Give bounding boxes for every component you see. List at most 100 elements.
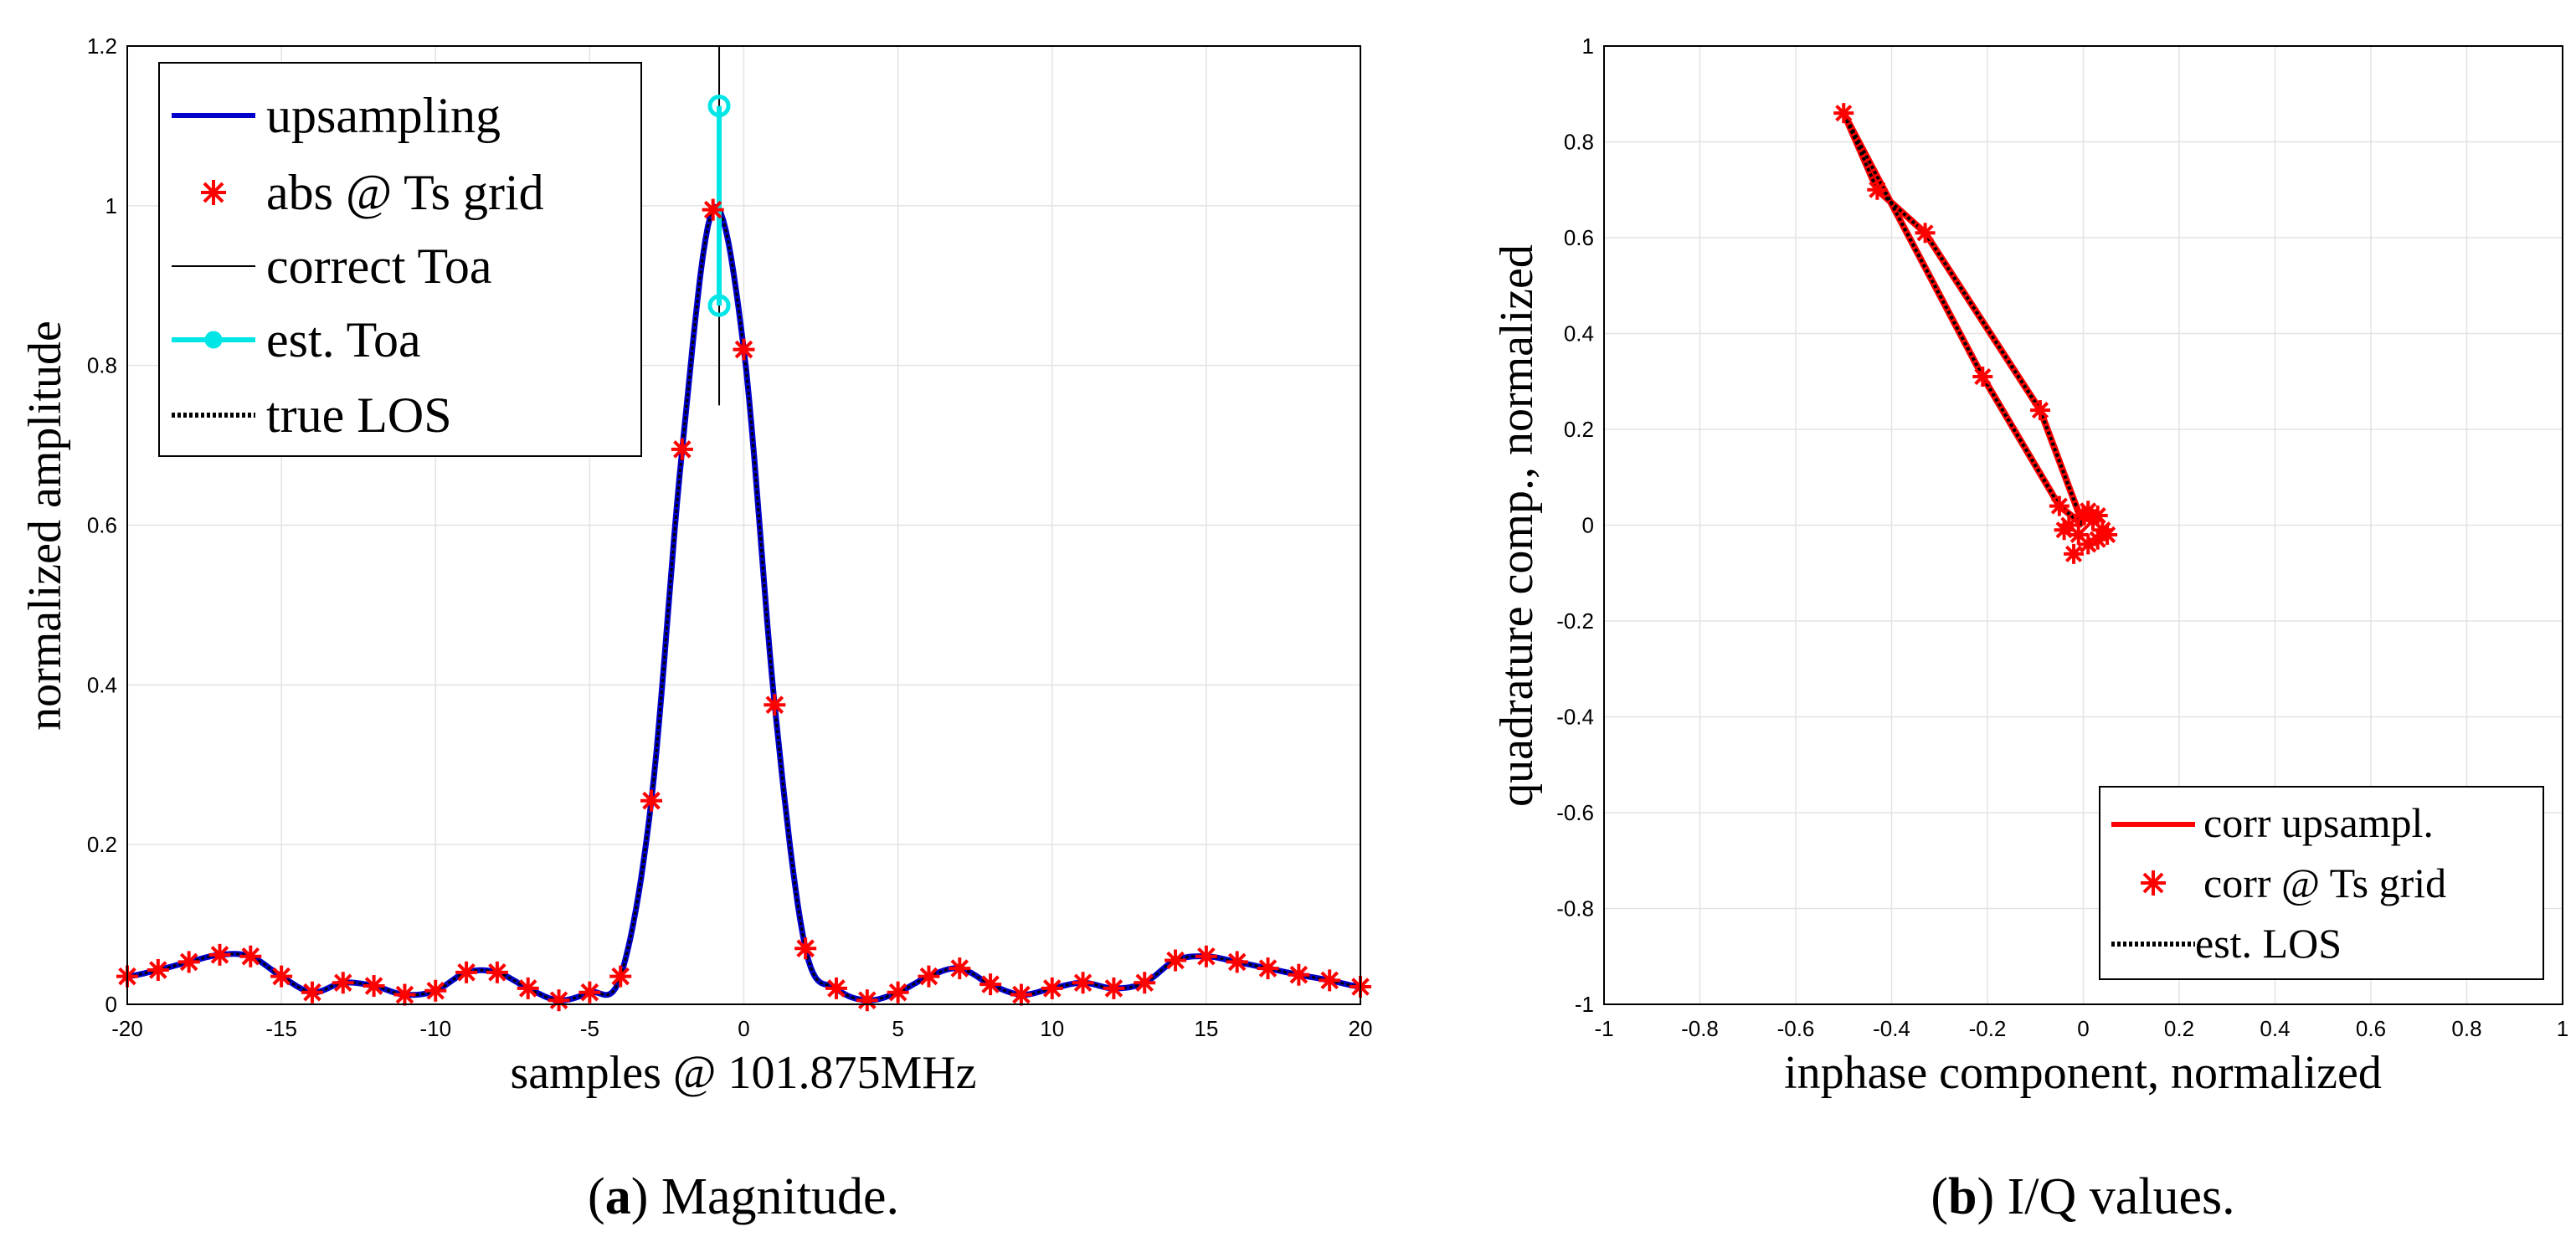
b-y-axis-label: quadrature comp., normalized [1491, 244, 1543, 807]
a-est-toa-marker [707, 95, 731, 118]
a-x-tick-label: -20 [111, 1016, 143, 1041]
b-x-tick-label: 0 [2077, 1016, 2089, 1041]
b-legend-box [2099, 786, 2544, 980]
a-abs-grid-point [1103, 977, 1125, 999]
a-x-tick-label: 0 [738, 1016, 749, 1041]
panel-b-iq: -1 -0.8 -0.6 -0.4 -0.2 0 0.2 0.4 0.6 0.8 1 -1 -0.8 -0… [1491, 33, 2568, 1225]
b-corr-grid-point [1972, 367, 1993, 387]
b-x-tick-label: 1 [2557, 1016, 2568, 1041]
a-legend-label-true-los: true LOS [266, 387, 452, 443]
b-x-tick-label: 0.2 [2164, 1016, 2194, 1041]
b-x-tick-label: -0.8 [1681, 1016, 1719, 1041]
a-x-tick-label: 15 [1194, 1016, 1218, 1041]
a-abs-grid-point [177, 951, 200, 973]
a-abs-grid-point [1195, 945, 1217, 967]
a-caption-label: a [605, 1168, 631, 1225]
a-tick-labels: -20 -15 -10 -5 0 5 10 15 20 0 0.2 0.4 0.6 0.8 1 1.2 [87, 33, 1373, 1041]
a-legend-swatch-est-toa-marker [204, 331, 223, 349]
a-legend-label-est-toa: est. Toa [266, 312, 421, 367]
b-corr-grid-point [2097, 524, 2118, 545]
a-abs-grid-point [1010, 983, 1032, 1006]
b-legend-label-corr-grid: corr @ Ts grid [2203, 860, 2446, 906]
a-abs-grid-point [918, 965, 940, 988]
a-abs-grid-point [147, 958, 169, 981]
a-abs-grid-point [1257, 957, 1279, 980]
a-caption-text: Magnitude. [648, 1168, 899, 1225]
b-corr-grid-point [2054, 520, 2075, 541]
a-abs-grid-point [1165, 949, 1187, 972]
a-abs-grid-point [671, 438, 693, 460]
b-y-tick-label: 0 [1582, 513, 1594, 538]
a-y-tick-label: 0 [105, 992, 117, 1017]
b-corr-grid-point [2049, 495, 2070, 516]
a-abs-grid-point [486, 961, 508, 983]
a-abs-grid-point [1072, 972, 1094, 994]
a-x-tick-label: -15 [265, 1016, 297, 1041]
a-abs-grid-point [517, 977, 539, 999]
a-abs-grid-point [979, 973, 1002, 996]
a-abs-grid-point [764, 694, 786, 716]
a-x-tick-label: -10 [419, 1016, 451, 1041]
b-caption-label: b [1948, 1168, 1977, 1225]
b-caption: (b) I/Q values. [1931, 1168, 2234, 1225]
b-x-tick-label: 0.4 [2260, 1016, 2290, 1041]
a-legend-label-correct-toa: correct Toa [266, 239, 492, 294]
a-y-tick-label: 0.6 [87, 513, 117, 538]
b-corr-grid-point [2064, 543, 2085, 564]
a-abs-grid-point [270, 965, 293, 988]
a-est-toa-marker [707, 294, 731, 317]
a-abs-grid-point [455, 961, 478, 983]
b-legend-label-est-los: est. LOS [2195, 920, 2342, 967]
a-legend-swatch-star [201, 180, 226, 205]
a-abs-grid-point [949, 957, 971, 980]
a-abs-grid-point [424, 979, 447, 1002]
b-legend-label-corr-upsampl: corr upsampl. [2203, 799, 2434, 846]
b-y-tick-label: 0.6 [1564, 225, 1594, 250]
a-abs-grid-point [1226, 951, 1248, 973]
a-abs-grid-point [1134, 972, 1156, 994]
b-x-tick-label: -0.4 [1873, 1016, 1910, 1041]
b-y-tick-label: -1 [1575, 992, 1594, 1017]
b-x-tick-label: -0.2 [1969, 1016, 2007, 1041]
a-caption: (a) Magnitude. [588, 1168, 899, 1225]
a-legend-label-abs: abs @ Ts grid [266, 165, 544, 220]
panel-a-magnitude: -20 -15 -10 -5 0 5 10 15 20 0 0.2 0.4 0.6 0.8 1 1.2 sam… [19, 33, 1372, 1225]
a-abs-grid-point [825, 977, 847, 999]
svg-text:(a) Magnitude.: (a) Magnitude. [588, 1168, 899, 1225]
a-abs-grid-point [332, 972, 354, 994]
a-x-tick-label: 10 [1040, 1016, 1064, 1041]
a-abs-grid-point [208, 943, 231, 966]
b-y-tick-label: -0.6 [1556, 800, 1594, 825]
a-x-tick-label: 5 [892, 1016, 903, 1041]
a-x-tick-label: 20 [1349, 1016, 1373, 1041]
a-legend-label-upsampling: upsampling [266, 88, 501, 143]
a-abs-grid-point [640, 789, 663, 812]
a-true-los-line [126, 206, 1361, 1002]
b-y-tick-label: 0.8 [1564, 130, 1594, 155]
a-abs-grid-point [794, 937, 817, 960]
b-x-axis-label: inphase component, normalized [1784, 1047, 2382, 1099]
b-axes-box [1603, 45, 2563, 1005]
b-caption-text: I/Q values. [1994, 1168, 2235, 1225]
a-abs-grid-point [856, 989, 878, 1012]
a-abs-grid-point [609, 965, 632, 988]
svg-text:(b) I/Q values.: (b) I/Q values. [1931, 1168, 2234, 1225]
a-abs-grid-point [362, 975, 385, 998]
a-x-axis-label: samples @ 101.875MHz [510, 1047, 976, 1099]
b-x-tick-label: 0.8 [2451, 1016, 2481, 1041]
b-legend: corr upsampl. corr @ Ts grid est. LOS [2099, 786, 2544, 980]
a-abs-grid-point [1319, 969, 1341, 992]
a-abs-grid-point [393, 983, 416, 1006]
b-y-tick-label: 0.2 [1564, 417, 1594, 442]
a-abs-grid-point [1041, 977, 1063, 999]
b-y-tick-label: 1 [1582, 33, 1594, 59]
a-y-axis-label: normalized amplitude [19, 321, 71, 731]
a-x-tick-label: -5 [580, 1016, 599, 1041]
a-abs-grid-point [301, 981, 323, 1003]
b-x-tick-label: -0.6 [1777, 1016, 1815, 1041]
b-tick-labels: -1 -0.8 -0.6 -0.4 -0.2 0 0.2 0.4 0.6 0.8 1 -1 -0.8 -0… [1556, 33, 2568, 1041]
a-y-tick-label: 0.2 [87, 832, 117, 857]
a-axes-box [126, 45, 1361, 1005]
b-corr-grid-point [1867, 179, 1888, 200]
